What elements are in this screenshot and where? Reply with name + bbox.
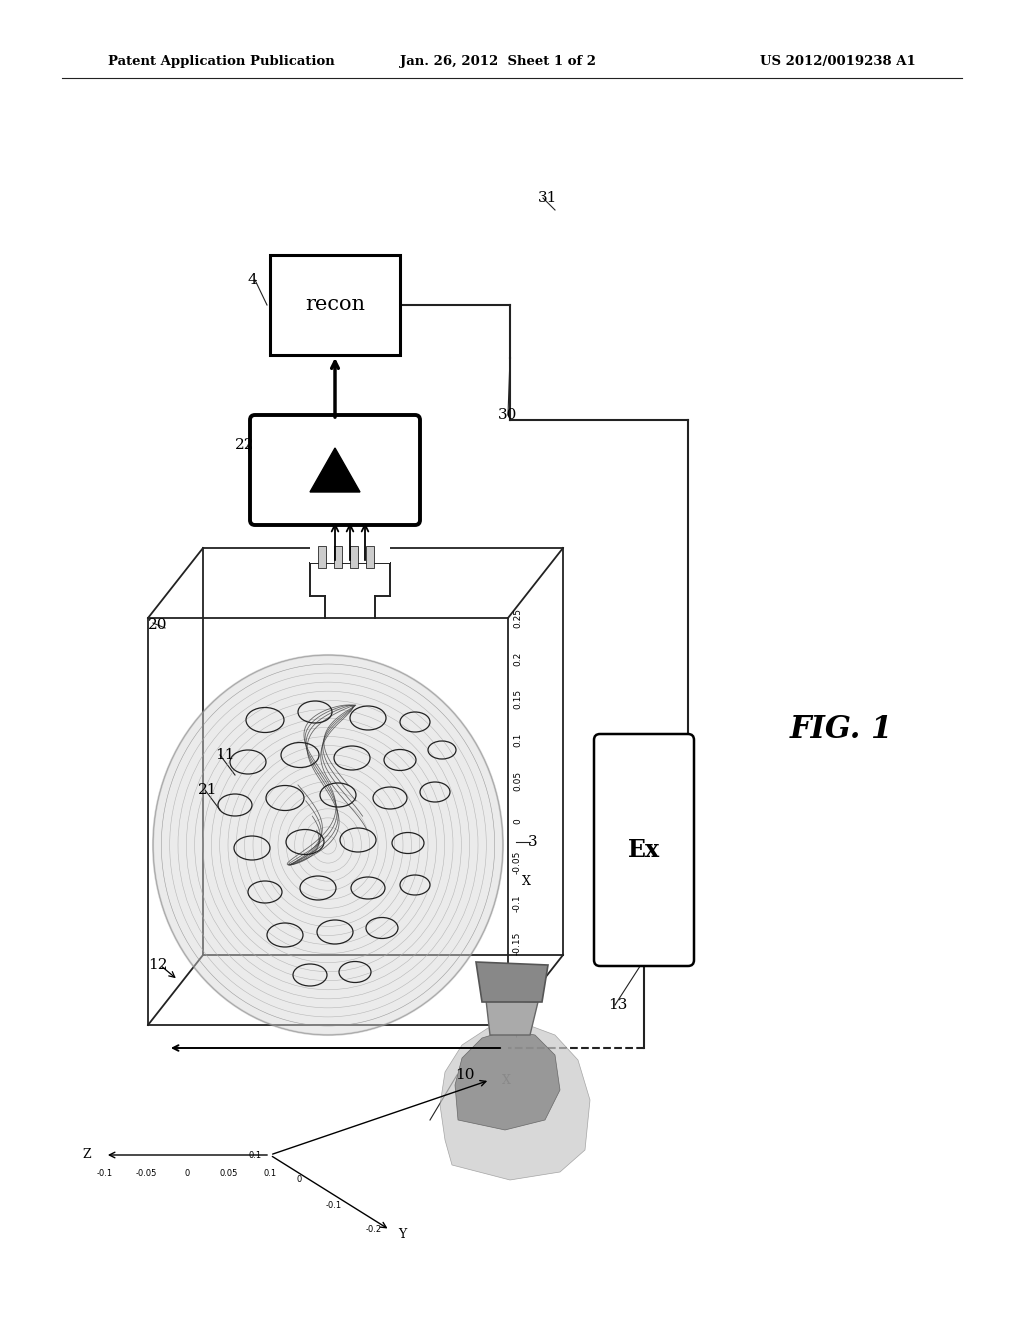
FancyBboxPatch shape — [594, 734, 694, 966]
Text: US 2012/0019238 A1: US 2012/0019238 A1 — [760, 55, 915, 69]
FancyBboxPatch shape — [250, 414, 420, 525]
Text: 0.15: 0.15 — [513, 689, 522, 709]
Text: 0: 0 — [185, 1170, 190, 1177]
Text: -0.1: -0.1 — [513, 894, 522, 912]
Text: Patent Application Publication: Patent Application Publication — [108, 55, 335, 69]
Text: -0.05: -0.05 — [513, 850, 522, 874]
Bar — [310, 531, 390, 564]
Text: 31: 31 — [538, 191, 557, 205]
Text: Jan. 26, 2012  Sheet 1 of 2: Jan. 26, 2012 Sheet 1 of 2 — [400, 55, 596, 69]
Text: 21: 21 — [198, 783, 217, 797]
Text: 0.05: 0.05 — [219, 1170, 238, 1177]
Text: 10: 10 — [455, 1068, 474, 1082]
Ellipse shape — [153, 655, 503, 1035]
Text: Y: Y — [398, 1228, 407, 1241]
Text: 0.25: 0.25 — [513, 609, 522, 628]
Text: recon: recon — [305, 296, 365, 314]
Text: 13: 13 — [608, 998, 628, 1012]
Text: -0.2: -0.2 — [513, 975, 522, 993]
Text: -0.15: -0.15 — [513, 932, 522, 956]
Text: 3: 3 — [528, 836, 538, 849]
Text: X: X — [502, 1073, 511, 1086]
Text: 0.1: 0.1 — [263, 1170, 276, 1177]
Text: 0.1: 0.1 — [513, 733, 522, 747]
Text: 20: 20 — [148, 618, 168, 632]
Text: 0.05: 0.05 — [513, 771, 522, 791]
Text: 4: 4 — [248, 273, 258, 286]
Text: 0: 0 — [513, 818, 522, 825]
Bar — [366, 546, 374, 568]
Polygon shape — [310, 447, 360, 492]
Polygon shape — [476, 962, 548, 1002]
Text: 30: 30 — [498, 408, 517, 422]
Text: -0.1: -0.1 — [326, 1200, 342, 1209]
Text: 22: 22 — [234, 438, 255, 451]
Text: -0.05: -0.05 — [135, 1170, 157, 1177]
Text: Ex: Ex — [628, 838, 660, 862]
Polygon shape — [440, 1022, 590, 1180]
Polygon shape — [486, 1001, 538, 1035]
Text: -0.25: -0.25 — [513, 1014, 522, 1036]
Bar — [350, 546, 358, 568]
Polygon shape — [455, 1030, 560, 1130]
Text: -0.2: -0.2 — [366, 1225, 382, 1234]
Text: 0.2: 0.2 — [513, 652, 522, 665]
Text: Z: Z — [82, 1148, 91, 1162]
Text: 11: 11 — [215, 748, 234, 762]
Bar — [270, 255, 400, 355]
Text: -0.1: -0.1 — [97, 1170, 113, 1177]
Bar — [334, 546, 342, 568]
Text: 0.1: 0.1 — [249, 1151, 262, 1159]
Text: 0: 0 — [297, 1176, 302, 1184]
Text: FIG. 1: FIG. 1 — [790, 714, 893, 746]
Text: X: X — [521, 875, 530, 888]
Text: 12: 12 — [148, 958, 168, 972]
Bar — [318, 546, 326, 568]
